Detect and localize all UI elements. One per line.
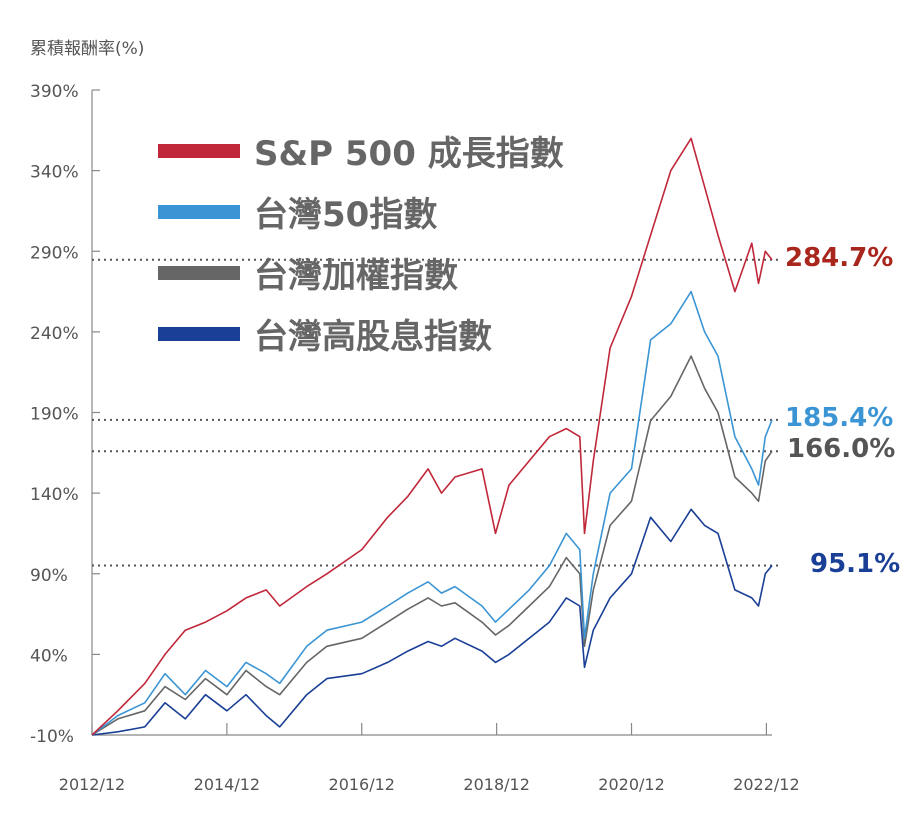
legend-item-taiex: 台灣加權指數	[158, 242, 564, 303]
reference-lines	[92, 258, 780, 567]
y-tick-label: 90%	[30, 566, 68, 586]
end-value-label-sp500-growth: 284.7%	[785, 242, 894, 273]
end-value-label-high-dividend: 95.1%	[810, 548, 900, 579]
legend-item-high-dividend: 台灣高股息指數	[158, 303, 564, 364]
y-tick-label: 40%	[30, 646, 68, 666]
y-tick-label: -10%	[30, 727, 74, 747]
x-tick-label: 2022/12	[733, 775, 799, 794]
legend-item-taiwan50: 台灣50指數	[158, 181, 564, 242]
series-line-0	[91, 137, 773, 736]
legend: S&P 500 成長指數 台灣50指數 台灣加權指數 台灣高股息指數	[158, 120, 564, 364]
y-tick-label: 290%	[30, 243, 79, 263]
y-tick-label: 340%	[30, 163, 79, 183]
x-tick-label: 2016/12	[329, 775, 395, 794]
legend-label-taiex: 台灣加權指數	[254, 256, 458, 296]
legend-swatch-taiex	[158, 265, 240, 280]
series-line-3	[91, 508, 773, 736]
y-tick-label: 240%	[30, 324, 79, 344]
axes: 390% 340% 290% 240% 190% 140% 90% 40% -10% 2012/1…	[30, 82, 800, 794]
x-tick-label: 2020/12	[598, 775, 664, 794]
end-value-label-taiex: 166.0%	[787, 434, 896, 465]
x-tick-label: 2014/12	[194, 775, 260, 794]
legend-item-sp500-growth: S&P 500 成長指數	[158, 120, 564, 181]
x-tick-label: 2012/12	[59, 775, 125, 794]
end-value-label-taiwan50: 185.4%	[785, 402, 894, 433]
y-axis-title: 累積報酬率(%)	[30, 39, 145, 59]
legend-label-taiwan50: 台灣50指數	[254, 195, 438, 235]
y-tick-label: 390%	[30, 82, 79, 102]
y-tick-label: 140%	[30, 485, 79, 505]
legend-swatch-taiwan50	[158, 204, 240, 219]
legend-label-sp500-growth: S&P 500 成長指數	[254, 134, 564, 174]
series-lines	[91, 137, 773, 736]
y-tick-label: 190%	[30, 405, 79, 425]
legend-swatch-high-dividend	[158, 326, 240, 341]
x-tick-label: 2018/12	[463, 775, 529, 794]
legend-label-high-dividend: 台灣高股息指數	[254, 317, 492, 357]
legend-swatch-sp500-growth	[158, 143, 240, 158]
series-line-2	[91, 355, 773, 736]
series-line-1	[91, 290, 773, 736]
